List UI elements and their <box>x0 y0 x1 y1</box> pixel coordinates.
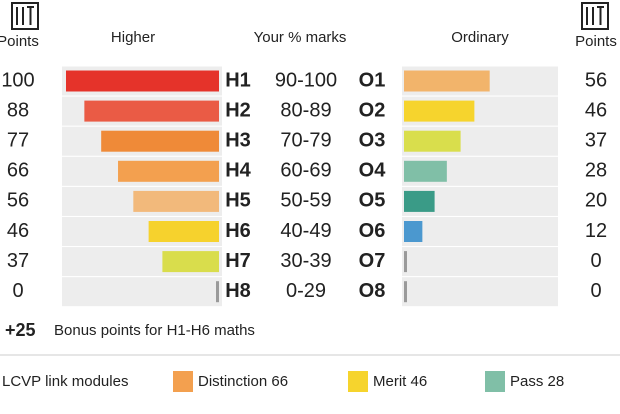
bar <box>84 100 219 122</box>
bar <box>216 281 219 303</box>
grade-label: O5 <box>359 190 386 212</box>
value-label: 37 <box>585 129 607 151</box>
bar <box>404 190 435 212</box>
grade-label: H7 <box>225 250 251 272</box>
marks-range: 30-39 <box>280 250 331 272</box>
grade-label: H6 <box>225 220 251 242</box>
bar <box>404 70 490 92</box>
grade-label: H8 <box>225 280 251 302</box>
value-label: 56 <box>585 69 607 91</box>
marks-range: 60-69 <box>280 160 331 182</box>
legend-swatch <box>485 371 505 392</box>
row-background <box>62 277 222 307</box>
marks-range: 0-29 <box>286 280 326 302</box>
grade-label: O7 <box>359 250 386 272</box>
bar <box>404 130 461 152</box>
value-label: 46 <box>585 99 607 121</box>
chart-title: Ordinary <box>451 29 509 46</box>
value-label: 37 <box>7 250 29 272</box>
bar <box>118 160 219 182</box>
value-label: 77 <box>7 129 29 151</box>
marks-header: Your % marks <box>254 29 347 46</box>
legend-swatch <box>173 371 193 392</box>
grade-label: H4 <box>225 160 251 182</box>
value-label: 0 <box>590 280 601 302</box>
marks-range: 40-49 <box>280 220 331 242</box>
axis-label: Points <box>575 33 617 50</box>
value-label: 66 <box>7 160 29 182</box>
bar <box>404 281 407 303</box>
bar <box>101 130 219 152</box>
bonus-text: Bonus points for H1-H6 maths <box>54 322 255 339</box>
value-label: 0 <box>590 250 601 272</box>
value-label: 56 <box>7 190 29 212</box>
grade-label: O1 <box>359 69 386 91</box>
grade-label: H5 <box>225 190 251 212</box>
value-label: 20 <box>585 190 607 212</box>
bar <box>404 100 475 122</box>
bar <box>66 70 219 92</box>
row-background <box>402 277 558 307</box>
bar <box>148 221 219 242</box>
grade-label: O6 <box>359 220 386 242</box>
grade-label: O8 <box>359 280 386 302</box>
marks-range: 80-89 <box>280 99 331 121</box>
grade-label: O2 <box>359 99 386 121</box>
value-label: 88 <box>7 99 29 121</box>
legend-label: Pass 28 <box>510 373 564 390</box>
legend-label: Distinction 66 <box>198 373 288 390</box>
marks-range: 50-59 <box>280 190 331 212</box>
grade-label: H3 <box>225 129 251 151</box>
marks-range: 70-79 <box>280 129 331 151</box>
grade-label: H1 <box>225 69 251 91</box>
value-label: 46 <box>7 220 29 242</box>
grade-label: H2 <box>225 99 251 121</box>
bar <box>162 251 219 273</box>
bar <box>404 221 423 242</box>
legend-swatch <box>348 371 368 392</box>
value-label: 100 <box>1 69 34 91</box>
chart-title: Higher <box>111 29 155 46</box>
bar <box>404 251 407 273</box>
legend-title: LCVP link modules <box>2 373 128 390</box>
grade-label: O3 <box>359 129 386 151</box>
row-background <box>402 217 558 246</box>
logo <box>581 2 609 30</box>
legend-label: Merit 46 <box>373 373 427 390</box>
marks-range: 90-100 <box>275 69 337 91</box>
bar <box>133 190 219 212</box>
value-label: 28 <box>585 160 607 182</box>
grade-label: O4 <box>359 160 387 182</box>
logo <box>11 2 39 30</box>
bonus-value: +25 <box>5 320 36 340</box>
axis-label: Points <box>0 33 39 50</box>
bar <box>404 160 447 182</box>
value-label: 0 <box>12 280 23 302</box>
row-background <box>402 247 558 277</box>
value-label: 12 <box>585 220 607 242</box>
